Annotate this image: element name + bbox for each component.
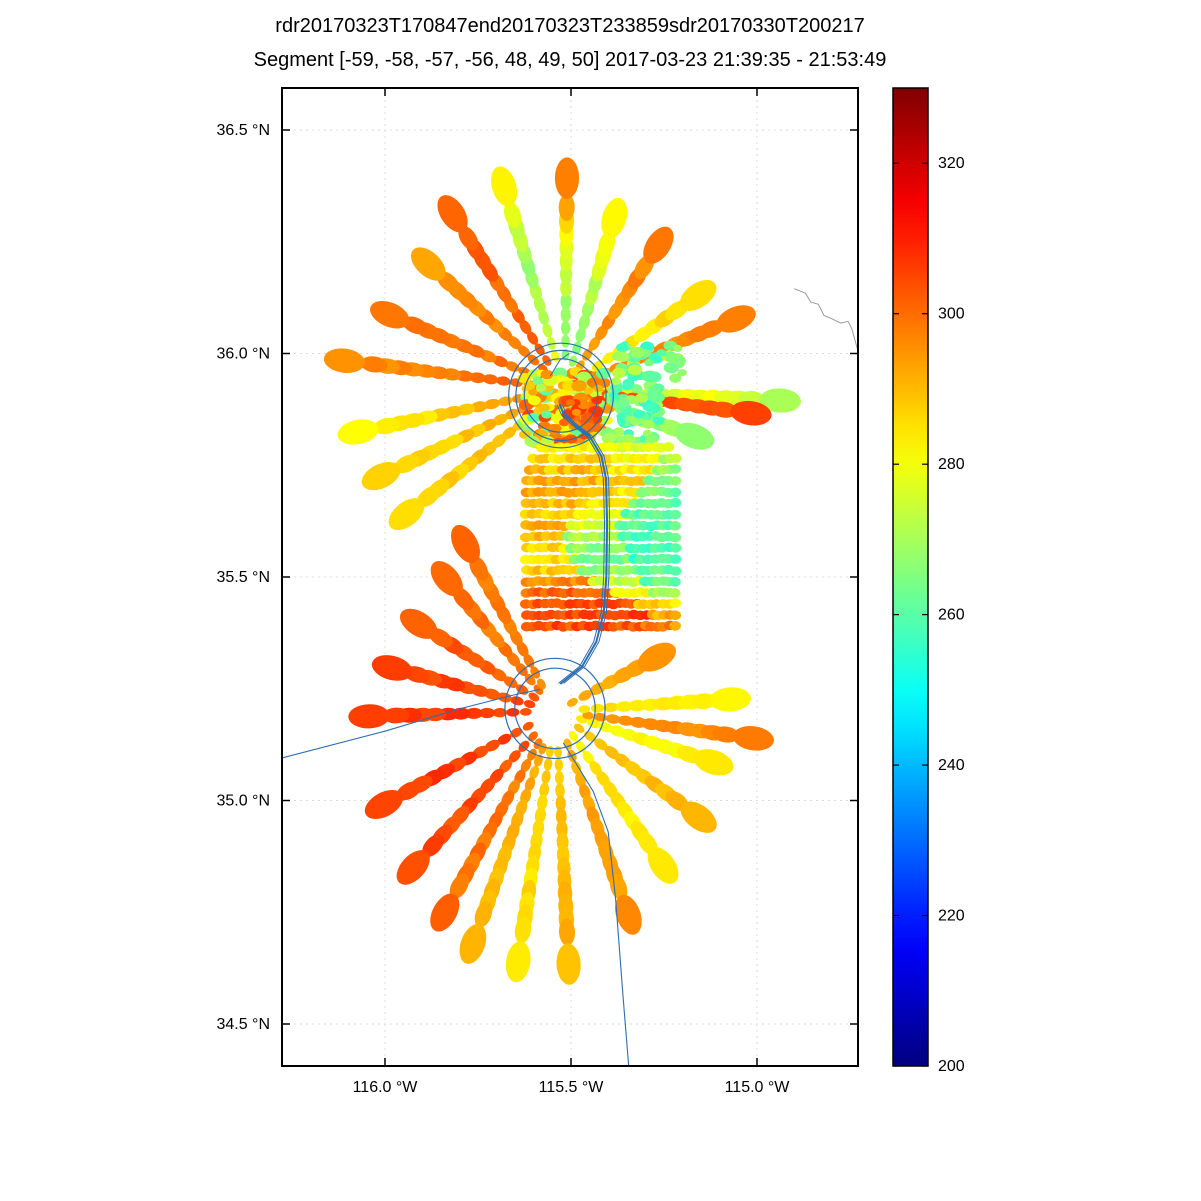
colorbar-tick-label: 300	[938, 306, 965, 323]
colorbar: 320 300 280 260 240 220 200	[892, 87, 965, 1075]
axes-frame	[281, 87, 859, 1067]
x-tick-label: 116.0 °W	[353, 1079, 419, 1096]
colorbar-tick-label: 240	[938, 757, 965, 774]
figure-title: rdr20170323T170847end20170323T233859sdr2…	[275, 15, 865, 37]
swath-grid-dots	[519, 441, 682, 632]
axis-tick-labels: 116.0 °W 115.5 °W 115.0 °W 36.5 °N 36.0 °N 35…	[216, 122, 790, 1096]
colorbar-tick-label: 260	[938, 607, 965, 624]
title-block: rdr20170323T170847end20170323T233859sdr2…	[0, 14, 1140, 72]
colorbar-tick-label: 320	[938, 155, 965, 172]
colorbar-tick-label: 200	[938, 1058, 965, 1075]
colorbar-tick-label: 280	[938, 456, 965, 473]
x-tick-label: 115.5 °W	[539, 1079, 605, 1096]
scatter-clusters	[516, 340, 687, 449]
colorbar-scale	[892, 87, 929, 1067]
y-tick-label: 36.0 °N	[216, 346, 270, 363]
flight-track	[282, 342, 630, 1066]
y-tick-label: 35.0 °N	[216, 793, 270, 810]
map-plot-area	[282, 88, 858, 1066]
figure-subtitle: Segment [-59, -58, -57, -56, 48, 49, 50]…	[253, 49, 887, 71]
lower-scan-fan	[348, 524, 774, 985]
state-boundary-line	[794, 288, 858, 350]
x-tick-label: 115.0 °W	[725, 1079, 791, 1096]
y-tick-label: 36.5 °N	[216, 122, 270, 139]
y-tick-label: 35.5 °N	[216, 569, 270, 586]
y-tick-label: 34.5 °N	[216, 1016, 270, 1033]
colorbar-tick-label: 220	[938, 908, 965, 925]
